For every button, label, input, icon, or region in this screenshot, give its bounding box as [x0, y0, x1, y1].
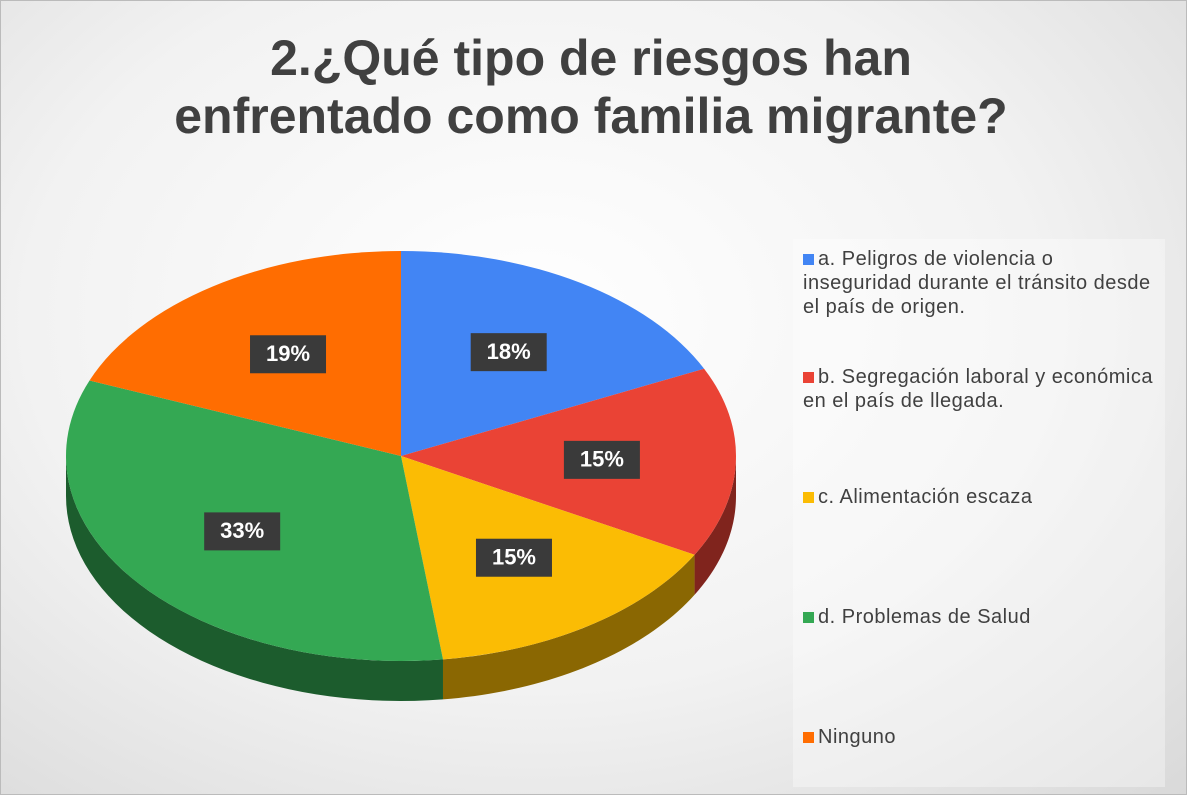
- data-label-group: 15%: [563, 440, 640, 479]
- data-label-group: 19%: [250, 335, 327, 374]
- legend-swatch: [803, 372, 814, 383]
- data-label-group: 33%: [204, 512, 281, 551]
- legend-swatch: [803, 492, 814, 503]
- slice: [89, 251, 402, 456]
- legend-swatch: [803, 254, 814, 265]
- data-label-box: [250, 335, 327, 374]
- legend-entry: Ninguno: [803, 725, 1155, 749]
- data-label-box: [470, 333, 547, 372]
- legend-entry: a. Peligros de violencia o inseguridad d…: [803, 247, 1155, 319]
- slice: [401, 251, 705, 456]
- legend: a. Peligros de violencia o inseguridad d…: [793, 239, 1165, 787]
- slice-side: [442, 554, 695, 700]
- legend-label: Ninguno: [818, 726, 897, 748]
- slice-side: [66, 456, 443, 701]
- data-label: 19%: [266, 341, 310, 366]
- data-label: 33%: [220, 518, 264, 543]
- legend-entry: d. Problemas de Salud: [803, 605, 1155, 629]
- slice-side: [694, 456, 736, 595]
- data-label-box: [204, 512, 281, 551]
- legend-label: a. Peligros de violencia o inseguridad d…: [803, 248, 1151, 318]
- data-label: 15%: [580, 447, 624, 472]
- data-label-box: [563, 440, 640, 479]
- data-label-group: 18%: [470, 333, 547, 372]
- legend-entry: c. Alimentación escaza: [803, 485, 1155, 509]
- legend-entry: b. Segregación laboral y económica en el…: [803, 365, 1155, 413]
- legend-swatch: [803, 612, 814, 623]
- legend-swatch: [803, 732, 814, 743]
- pie: 18% 15% 15% 33% 19%: [65, 251, 736, 701]
- data-label: 15%: [492, 545, 536, 570]
- chart-title: 2.¿Qué tipo de riesgos han enfrentado co…: [174, 30, 1008, 144]
- legend-label: d. Problemas de Salud: [818, 606, 1031, 628]
- legend-label: b. Segregación laboral y económica en el…: [803, 366, 1153, 412]
- data-label: 18%: [487, 339, 531, 364]
- legend-label: c. Alimentación escaza: [818, 486, 1033, 508]
- data-label-box: [475, 538, 552, 577]
- data-label-group: 15%: [475, 538, 552, 577]
